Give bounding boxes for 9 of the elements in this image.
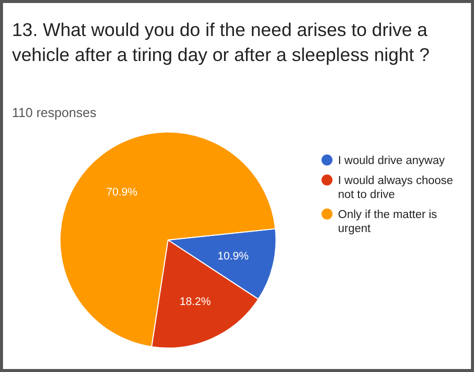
- data-label: 18.2%: [180, 296, 212, 308]
- data-label: 70.9%: [106, 186, 138, 198]
- pie-slice: [60, 132, 276, 348]
- chart-subtitle: 110 responses: [12, 105, 97, 120]
- data-label: 10.9%: [217, 250, 249, 263]
- legend-label: Only if the matter is urgent: [338, 209, 438, 235]
- legend-label: I would drive anyway: [338, 155, 445, 167]
- legend-label: I would always choose not to drive: [338, 175, 454, 201]
- chart-title: 13. What would you do if the need arises to drive a vehicle after a tiring day or after a sleepless night ?: [12, 19, 430, 65]
